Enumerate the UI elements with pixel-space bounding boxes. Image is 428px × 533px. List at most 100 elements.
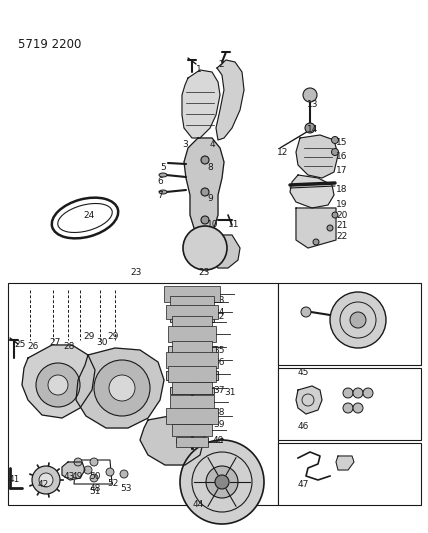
- Text: 45: 45: [298, 368, 309, 377]
- Bar: [166, 371, 218, 380]
- Circle shape: [303, 88, 317, 102]
- Text: 31: 31: [224, 388, 235, 397]
- Text: 50: 50: [89, 472, 101, 481]
- Bar: [176, 438, 208, 443]
- Text: 43: 43: [64, 472, 75, 481]
- Text: 15: 15: [336, 138, 348, 147]
- Text: 35: 35: [213, 346, 225, 355]
- Bar: [170, 387, 214, 394]
- Bar: [168, 346, 216, 354]
- Circle shape: [120, 470, 128, 478]
- Circle shape: [32, 466, 60, 494]
- Text: 52: 52: [107, 479, 119, 488]
- Text: 29: 29: [107, 332, 119, 341]
- Text: 36: 36: [213, 358, 225, 367]
- Circle shape: [332, 149, 339, 156]
- Text: 23: 23: [198, 268, 209, 277]
- Text: 20: 20: [336, 211, 348, 220]
- Bar: [168, 326, 216, 342]
- Text: 1: 1: [196, 65, 202, 74]
- Ellipse shape: [159, 173, 167, 177]
- Text: 25: 25: [14, 340, 25, 349]
- Polygon shape: [290, 175, 334, 208]
- Text: 19: 19: [336, 200, 348, 209]
- Text: 5: 5: [160, 163, 166, 172]
- Circle shape: [180, 440, 264, 524]
- Text: 3: 3: [182, 140, 188, 149]
- Text: 17: 17: [336, 166, 348, 175]
- Text: 6: 6: [157, 177, 163, 186]
- Circle shape: [201, 216, 209, 224]
- Bar: [176, 326, 208, 331]
- Text: 4: 4: [210, 140, 216, 149]
- Text: 10: 10: [207, 220, 219, 229]
- Bar: [172, 359, 212, 366]
- Bar: [174, 425, 210, 431]
- Text: 47: 47: [298, 480, 309, 489]
- Bar: [166, 352, 218, 368]
- Polygon shape: [296, 135, 338, 178]
- Text: 9: 9: [207, 194, 213, 203]
- Text: 29: 29: [83, 332, 95, 341]
- Circle shape: [183, 226, 227, 270]
- Polygon shape: [184, 138, 224, 235]
- Bar: [168, 366, 216, 382]
- Polygon shape: [76, 348, 164, 428]
- Bar: [278, 283, 421, 365]
- Text: 30: 30: [96, 338, 107, 347]
- Text: 48: 48: [90, 484, 101, 493]
- Bar: [278, 368, 421, 440]
- Bar: [172, 341, 212, 353]
- Text: 40: 40: [213, 436, 224, 445]
- Circle shape: [74, 458, 82, 466]
- Bar: [170, 395, 214, 409]
- Polygon shape: [208, 235, 240, 268]
- Bar: [174, 302, 210, 308]
- Text: 51: 51: [89, 487, 101, 496]
- Circle shape: [206, 466, 238, 498]
- Circle shape: [301, 307, 311, 317]
- Text: 53: 53: [120, 484, 131, 493]
- Text: 41: 41: [9, 475, 21, 484]
- Text: 33: 33: [213, 296, 225, 305]
- Text: 32: 32: [213, 312, 224, 321]
- Polygon shape: [22, 345, 95, 418]
- Circle shape: [106, 468, 114, 476]
- Bar: [176, 437, 208, 447]
- Text: 22: 22: [336, 232, 347, 241]
- Bar: [164, 286, 220, 302]
- Text: 26: 26: [27, 342, 39, 351]
- Bar: [170, 315, 214, 322]
- Text: 2: 2: [218, 60, 223, 69]
- Bar: [172, 424, 212, 436]
- Bar: [8, 283, 278, 505]
- Polygon shape: [62, 462, 85, 480]
- Circle shape: [36, 363, 80, 407]
- Circle shape: [90, 474, 98, 482]
- Text: 12: 12: [277, 148, 288, 157]
- Text: 38: 38: [213, 408, 225, 417]
- Circle shape: [330, 292, 386, 348]
- Circle shape: [94, 360, 150, 416]
- Polygon shape: [216, 60, 244, 140]
- Bar: [174, 335, 210, 341]
- Text: 16: 16: [336, 152, 348, 161]
- Circle shape: [363, 388, 373, 398]
- Text: 23: 23: [130, 268, 141, 277]
- Polygon shape: [182, 70, 220, 138]
- Circle shape: [343, 388, 353, 398]
- Text: 24: 24: [83, 211, 94, 220]
- Bar: [172, 316, 212, 328]
- Bar: [170, 296, 214, 308]
- Text: 21: 21: [336, 221, 348, 230]
- Circle shape: [84, 466, 92, 474]
- Circle shape: [90, 458, 98, 466]
- Polygon shape: [296, 386, 322, 414]
- Circle shape: [201, 156, 209, 164]
- Circle shape: [109, 375, 135, 401]
- Polygon shape: [140, 415, 205, 465]
- Circle shape: [350, 312, 366, 328]
- Text: 11: 11: [228, 220, 240, 229]
- Circle shape: [48, 375, 68, 395]
- Circle shape: [39, 473, 53, 487]
